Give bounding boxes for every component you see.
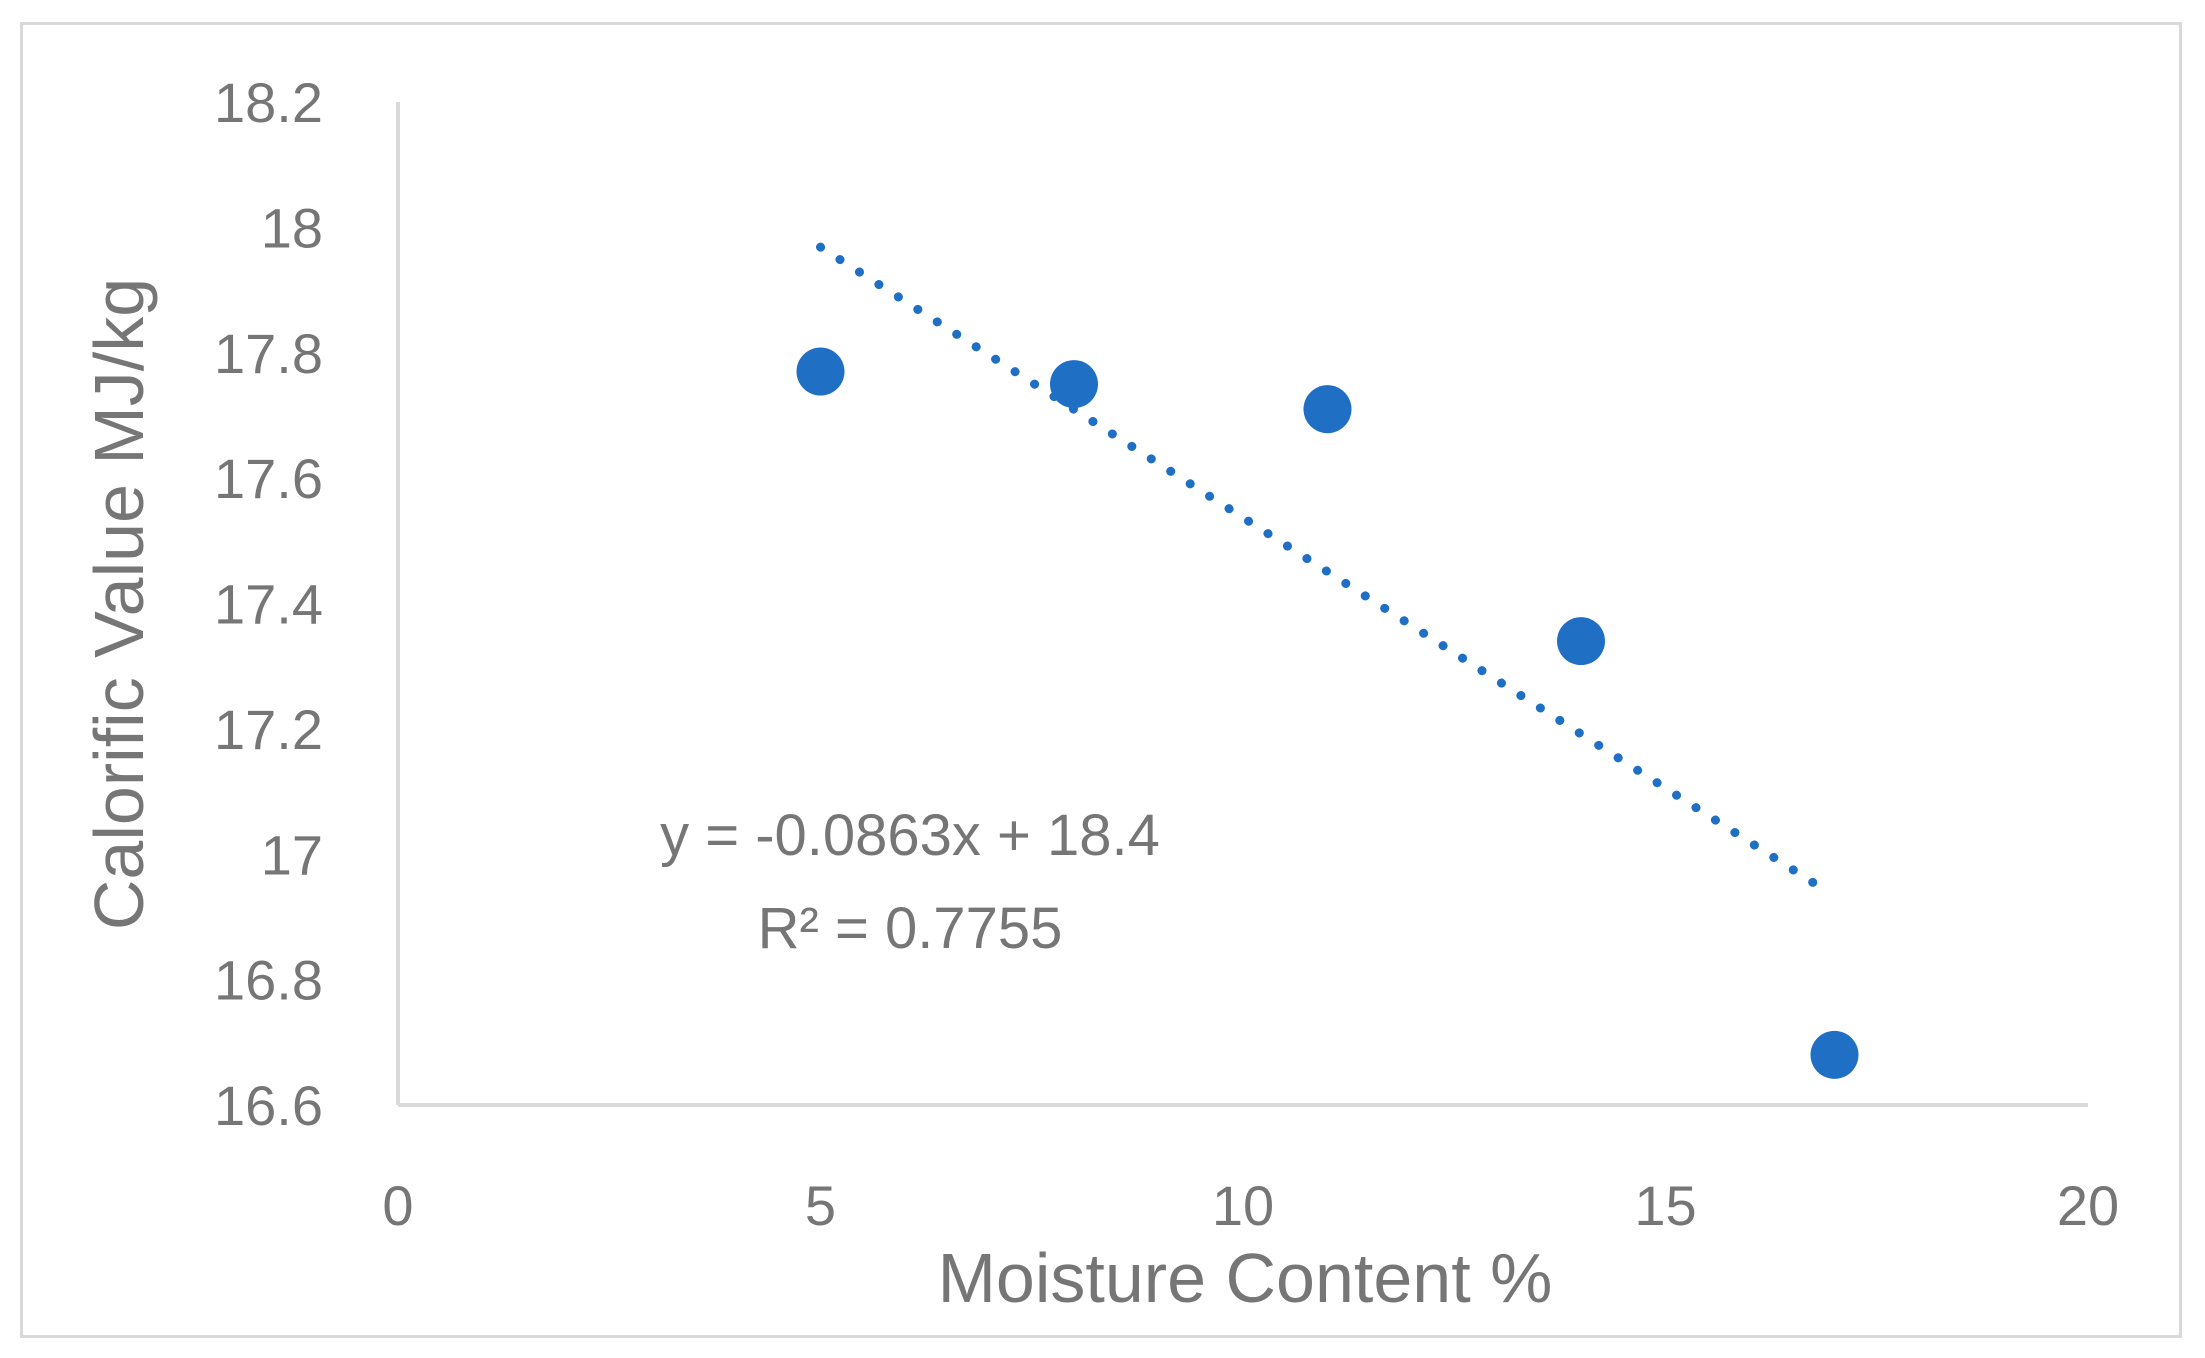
axes xyxy=(396,102,2088,1107)
x-tick-labels: 0 5 10 15 20 xyxy=(382,1174,2119,1237)
x-axis-title: Moisture Content % xyxy=(938,1239,1553,1317)
data-points xyxy=(796,347,1859,1079)
data-point xyxy=(1050,360,1098,409)
y-tick-label: 17.2 xyxy=(214,698,323,761)
y-tick-label: 16.8 xyxy=(214,949,323,1012)
trendline-equation: y = -0.0863x + 18.4 xyxy=(660,803,1160,868)
y-tick-label: 17.8 xyxy=(214,322,323,385)
chart-frame xyxy=(20,22,2182,1338)
x-tick-label: 15 xyxy=(1634,1174,1696,1237)
y-tick-label: 18.2 xyxy=(214,71,323,134)
y-tick-label: 16.6 xyxy=(214,1074,323,1137)
x-tick-label: 10 xyxy=(1212,1174,1274,1237)
y-tick-labels: 16.6 16.8 17 17.2 17.4 17.6 17.8 18 18.2 xyxy=(214,71,323,1137)
x-tick-label: 0 xyxy=(382,1174,413,1237)
y-tick-label: 17 xyxy=(261,823,323,886)
y-axis-title: Calorific Value MJ/kg xyxy=(80,278,158,930)
y-tick-label: 17.4 xyxy=(214,573,323,636)
y-tick-label: 17.6 xyxy=(214,447,323,510)
x-tick-label: 20 xyxy=(2057,1174,2119,1237)
data-point xyxy=(796,347,845,396)
x-tick-label: 5 xyxy=(805,1174,836,1237)
trendline-r-squared: R² = 0.7755 xyxy=(758,896,1063,961)
data-point xyxy=(1557,617,1605,666)
trendline xyxy=(816,242,1823,890)
data-point xyxy=(1303,385,1352,434)
data-point xyxy=(1810,1030,1859,1079)
y-tick-label: 18 xyxy=(261,196,323,259)
